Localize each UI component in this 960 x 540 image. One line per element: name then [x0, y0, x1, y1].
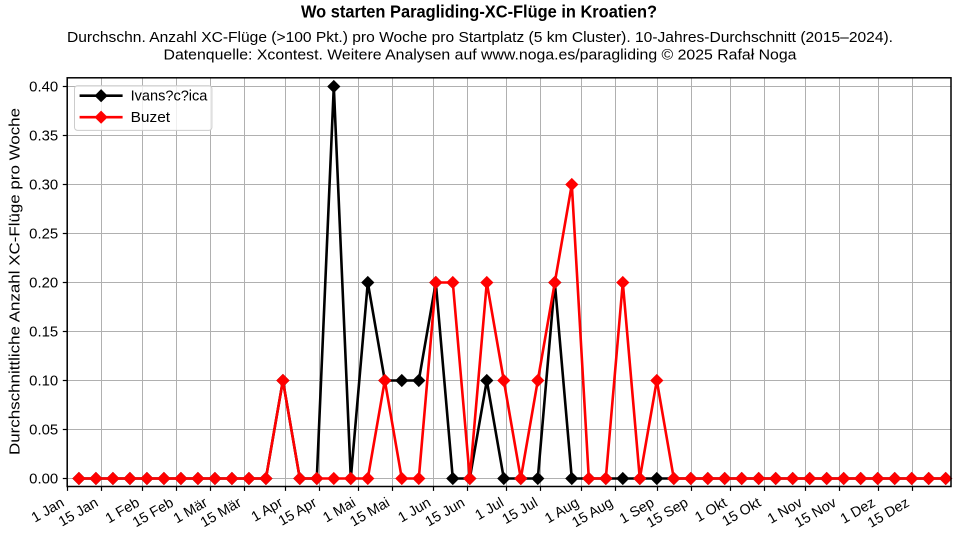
svg-text:Buzet: Buzet [131, 110, 171, 126]
svg-text:Ivans?c?ica: Ivans?c?ica [131, 89, 208, 105]
svg-text:Durchschnittliche Anzahl XC-Fl: Durchschnittliche Anzahl XC-Flüge pro Wo… [8, 108, 24, 455]
svg-text:0.30: 0.30 [29, 178, 58, 194]
svg-text:Durchschn. Anzahl XC-Flüge (>1: Durchschn. Anzahl XC-Flüge (>100 Pkt.) p… [67, 30, 893, 46]
svg-text:0.25: 0.25 [29, 227, 58, 243]
svg-text:Wo starten Paragliding-XC-Flüg: Wo starten Paragliding-XC-Flüge in Kroat… [301, 2, 657, 22]
svg-text:0.05: 0.05 [29, 423, 58, 439]
svg-text:0.20: 0.20 [29, 276, 58, 292]
svg-text:0.10: 0.10 [29, 374, 58, 390]
svg-text:0.15: 0.15 [29, 325, 58, 341]
svg-text:0.35: 0.35 [29, 129, 58, 145]
svg-text:0.40: 0.40 [29, 80, 58, 96]
svg-text:0.00: 0.00 [29, 472, 58, 488]
svg-text:Datenquelle: Xcontest. Weitere: Datenquelle: Xcontest. Weitere Analysen … [164, 47, 797, 63]
